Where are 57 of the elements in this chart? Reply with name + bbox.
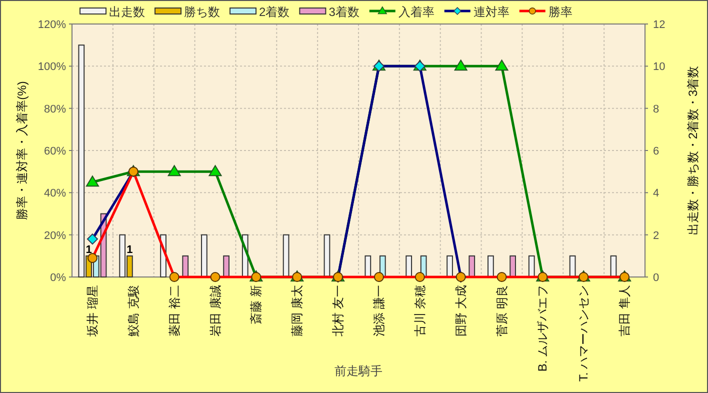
point (86, 176, 99, 187)
y2-axis-title: 出走数・勝ち数・2着数・3着数 (686, 66, 700, 236)
x-axis-title: 前走騎手 (334, 364, 382, 378)
legend-label: 勝ち数 (184, 5, 220, 19)
bar (182, 255, 189, 278)
y2-tick-label: 10 (653, 61, 666, 74)
y-tick-label: 40% (44, 188, 66, 200)
point (168, 165, 181, 176)
y-tick-label: 120% (38, 19, 66, 31)
bar (406, 255, 412, 278)
point (495, 60, 508, 71)
point (208, 165, 222, 176)
bar (223, 255, 230, 278)
legend-label: 3着数 (328, 5, 360, 19)
y2-tick-label: 0 (653, 272, 660, 284)
x-tick-label: 古川 奈穂 (412, 285, 427, 336)
x-tick-label: 岩田 康誠 (208, 285, 222, 336)
data-label: 1 (126, 244, 133, 256)
y-tick-label: 80% (44, 103, 66, 116)
bar (528, 255, 535, 278)
x-tick-label: 斎藤 新 (249, 285, 264, 324)
x-tick-label: 藤岡 康太 (290, 285, 304, 336)
y-axis-title: 勝率・連対率・入着率(%) (15, 81, 29, 220)
point (454, 60, 468, 71)
bar (468, 255, 476, 278)
y2-tick-label: 4 (653, 188, 660, 200)
x-tick-label: 菅原 明良 (494, 285, 509, 336)
bar (488, 255, 494, 278)
x-tick-label: T. ハマーハンセン (576, 285, 591, 382)
bar (510, 255, 516, 278)
legend-label: 出走数 (109, 5, 145, 19)
legend-label: 入着率 (398, 5, 434, 19)
y2-tick-label: 8 (653, 103, 660, 116)
bar (324, 234, 330, 278)
y2-tick-label: 12 (653, 19, 666, 31)
x-tick-label: 北村 友一 (331, 285, 346, 336)
x-tick-label: 吉田 隼人 (618, 285, 632, 336)
y2-tick-label: 6 (653, 146, 660, 158)
bar (201, 234, 208, 278)
x-tick-label: 池添 謙一 (372, 285, 386, 336)
x-tick-label: B. ムルザバエフ (536, 285, 550, 372)
y-tick-label: 100% (38, 61, 66, 74)
legend-label: 2着数 (259, 5, 290, 19)
x-tick-label: 坂井 瑠星 (85, 285, 100, 338)
x-tick-label: 菱田 裕二 (167, 285, 182, 336)
x-tick-label: 団野 大成 (454, 285, 468, 336)
x-tick-label: 鮫島 克駿 (126, 285, 140, 336)
legend-label: 連対率 (473, 5, 510, 19)
data-label: 1 (86, 244, 92, 256)
y-tick-label: 0% (50, 272, 66, 284)
bar (446, 255, 453, 278)
bar (364, 255, 372, 278)
y-tick-label: 20% (44, 230, 66, 242)
legend-label: 勝率 (548, 5, 572, 19)
y-tick-label: 60% (44, 146, 66, 158)
bar (282, 234, 290, 278)
y2-tick-label: 2 (653, 230, 660, 242)
